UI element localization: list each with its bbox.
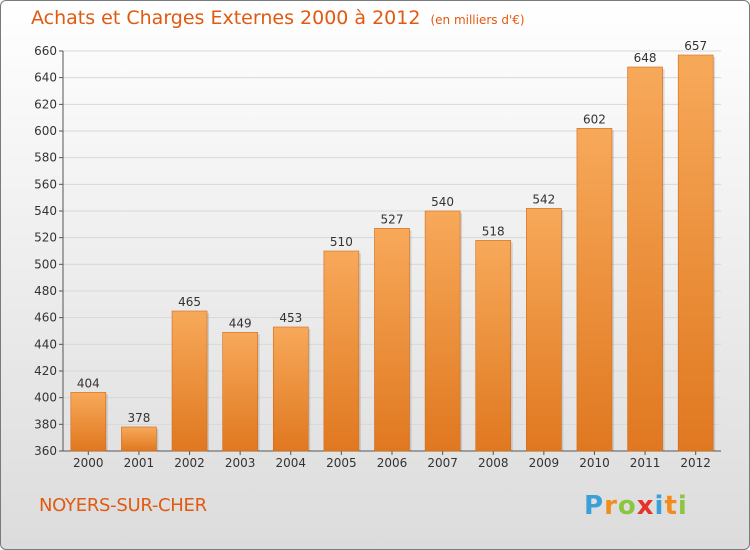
y-tick-label: 640 xyxy=(34,71,57,85)
bar xyxy=(222,332,258,452)
bar xyxy=(121,426,157,452)
x-tick-label: 2003 xyxy=(225,456,256,470)
data-label: 453 xyxy=(279,311,302,325)
y-tick-label: 520 xyxy=(34,231,57,245)
logo-letter: x xyxy=(636,491,655,521)
logo-letter: i xyxy=(677,491,688,521)
bar xyxy=(526,208,562,452)
y-tick-label: 620 xyxy=(34,97,57,111)
data-label: 378 xyxy=(127,411,150,425)
data-label: 602 xyxy=(583,112,606,126)
y-tick-label: 500 xyxy=(34,257,57,271)
bar xyxy=(323,250,360,452)
bar xyxy=(374,228,410,452)
proxiti-logo: Proxiti xyxy=(584,491,688,521)
x-tick-label: 2011 xyxy=(630,456,661,470)
location-name: NOYERS-SUR-CHER xyxy=(39,495,207,516)
bar xyxy=(171,310,208,452)
y-tick-label: 560 xyxy=(34,177,57,191)
data-label: 540 xyxy=(431,195,454,209)
y-tick-label: 460 xyxy=(34,311,57,325)
data-label: 465 xyxy=(178,295,201,309)
logo-letter: r xyxy=(604,491,618,521)
data-label: 648 xyxy=(634,51,657,65)
chart-title: Achats et Charges Externes 2000 à 2012 (e… xyxy=(31,7,525,29)
x-tick-label: 2007 xyxy=(427,456,458,470)
y-tick-label: 600 xyxy=(34,124,57,138)
bar xyxy=(475,240,512,452)
y-tick-label: 440 xyxy=(34,337,57,351)
y-tick-label: 580 xyxy=(34,151,57,165)
data-label: 657 xyxy=(684,39,707,53)
bar xyxy=(576,128,613,452)
x-tick-label: 2001 xyxy=(124,456,155,470)
x-tick-label: 2006 xyxy=(377,456,408,470)
y-tick-label: 380 xyxy=(34,417,57,431)
y-tick-label: 400 xyxy=(34,391,57,405)
bar xyxy=(677,54,714,452)
y-tick-label: 480 xyxy=(34,284,57,298)
x-tick-label: 2005 xyxy=(326,456,357,470)
x-tick-label: 2010 xyxy=(579,456,610,470)
data-label: 518 xyxy=(482,224,505,238)
chart-subtitle: (en milliers d'€) xyxy=(430,13,525,27)
logo-letter: t xyxy=(664,491,678,521)
chart-title-text: Achats et Charges Externes 2000 à 2012 xyxy=(31,7,421,29)
y-tick-label: 660 xyxy=(34,44,57,58)
data-label: 510 xyxy=(330,235,353,249)
x-tick-label: 2012 xyxy=(680,456,711,470)
x-tick-label: 2002 xyxy=(174,456,205,470)
logo-letter: P xyxy=(584,491,605,521)
y-tick-label: 540 xyxy=(34,204,57,218)
bar xyxy=(70,392,107,452)
bar xyxy=(272,326,309,452)
data-labels: 404 378 465 449 453 510 527 540 518 542 602 648 657 xyxy=(77,39,707,425)
data-label: 542 xyxy=(532,192,555,206)
x-tick-label: 2009 xyxy=(529,456,560,470)
y-tick-label: 360 xyxy=(34,444,57,458)
bar xyxy=(424,210,461,452)
y-tick-label: 420 xyxy=(34,364,57,378)
data-label: 449 xyxy=(229,316,252,330)
x-tick-label: 2008 xyxy=(478,456,509,470)
bar xyxy=(627,66,663,452)
x-tick-label: 2000 xyxy=(73,456,104,470)
bars xyxy=(70,54,716,452)
logo-letter: i xyxy=(654,491,665,521)
x-tick-label: 2004 xyxy=(275,456,306,470)
logo-letter: o xyxy=(617,491,637,521)
data-label: 404 xyxy=(77,376,100,390)
data-label: 527 xyxy=(381,212,404,226)
axes: 360 380 400 420 440 460 480 500 520 540 560 580 600 6… xyxy=(34,44,721,470)
